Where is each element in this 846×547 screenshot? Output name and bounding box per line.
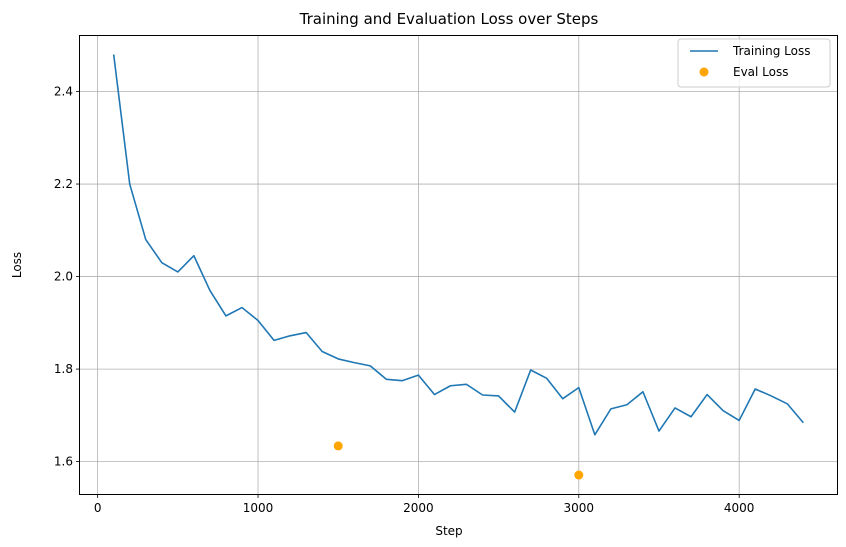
legend-eval-loss-swatch — [699, 67, 709, 77]
y-tick-label: 2.4 — [54, 85, 73, 99]
training-loss-point — [704, 392, 710, 398]
x-tick-label: 4000 — [724, 501, 755, 515]
training-loss-point — [784, 401, 790, 407]
training-loss-point — [255, 318, 261, 324]
training-loss-point — [367, 363, 373, 369]
training-loss-line — [112, 54, 804, 436]
y-tick-label: 1.8 — [54, 362, 73, 376]
eval-loss-point — [574, 470, 584, 480]
training-loss-point — [480, 392, 486, 398]
training-loss-point — [447, 383, 453, 389]
legend-eval-loss-label: Eval Loss — [733, 65, 789, 79]
training-loss-point — [175, 269, 181, 275]
axis-ticks: 0 1000 2000 3000 4000 1.6 1.8 2.0 2.2 2.4 — [54, 85, 755, 515]
training-loss-point — [592, 432, 598, 438]
training-loss-point — [736, 417, 742, 423]
eval-loss-point — [333, 441, 343, 451]
y-tick-label: 2.0 — [54, 270, 73, 284]
legend: Training Loss Eval Loss — [677, 38, 831, 88]
plot-series — [111, 52, 806, 480]
training-loss-point — [431, 392, 437, 398]
training-loss-point — [191, 253, 197, 259]
training-loss-point — [415, 372, 421, 378]
training-loss-point — [688, 414, 694, 420]
training-loss-point — [335, 356, 341, 362]
training-loss-point — [576, 385, 582, 391]
training-loss-point — [640, 389, 646, 395]
x-tick-label: 2000 — [403, 501, 434, 515]
training-loss-point — [528, 367, 534, 373]
training-loss-point — [319, 349, 325, 355]
training-loss-point — [143, 237, 149, 243]
training-loss-point — [656, 428, 662, 434]
training-loss-point — [351, 360, 357, 366]
x-tick-label: 1000 — [243, 501, 274, 515]
y-axis-label: Loss — [10, 252, 24, 278]
training-loss-point — [720, 408, 726, 414]
training-loss-point — [608, 406, 614, 412]
training-loss-point — [303, 330, 309, 336]
training-loss-point — [560, 396, 566, 402]
grid-lines — [80, 36, 837, 494]
training-loss-point — [127, 181, 133, 187]
training-loss-point — [111, 52, 117, 58]
training-loss-point — [383, 376, 389, 382]
training-loss-point — [239, 305, 245, 311]
training-loss-point — [287, 333, 293, 339]
training-loss-point — [672, 405, 678, 411]
training-loss-point — [271, 337, 277, 343]
plot-area-frame — [79, 35, 838, 495]
x-axis-label: Step — [435, 524, 462, 538]
training-loss-point — [512, 409, 518, 415]
x-tick-label: 0 — [94, 501, 102, 515]
training-loss-point — [207, 287, 213, 293]
legend-training-loss-label: Training Loss — [732, 44, 810, 58]
training-loss-point — [624, 402, 630, 408]
training-loss-point — [159, 260, 165, 266]
training-loss-point — [544, 375, 550, 381]
training-loss-point — [399, 378, 405, 384]
chart-title: Training and Evaluation Loss over Steps — [299, 10, 599, 28]
y-tick-label: 1.6 — [54, 455, 73, 469]
training-loss-point — [496, 393, 502, 399]
training-loss-point — [464, 381, 470, 387]
training-loss-point — [800, 420, 806, 426]
training-loss-point — [752, 386, 758, 392]
training-loss-point — [223, 313, 229, 319]
training-loss-point — [768, 393, 774, 399]
y-tick-label: 2.2 — [54, 177, 73, 191]
x-tick-label: 3000 — [564, 501, 595, 515]
